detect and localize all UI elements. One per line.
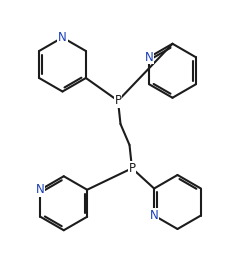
Text: P: P [114,94,121,107]
Text: P: P [128,162,136,175]
Text: N: N [36,183,45,196]
Text: N: N [150,209,158,222]
Text: N: N [145,51,154,64]
Text: N: N [58,31,67,44]
